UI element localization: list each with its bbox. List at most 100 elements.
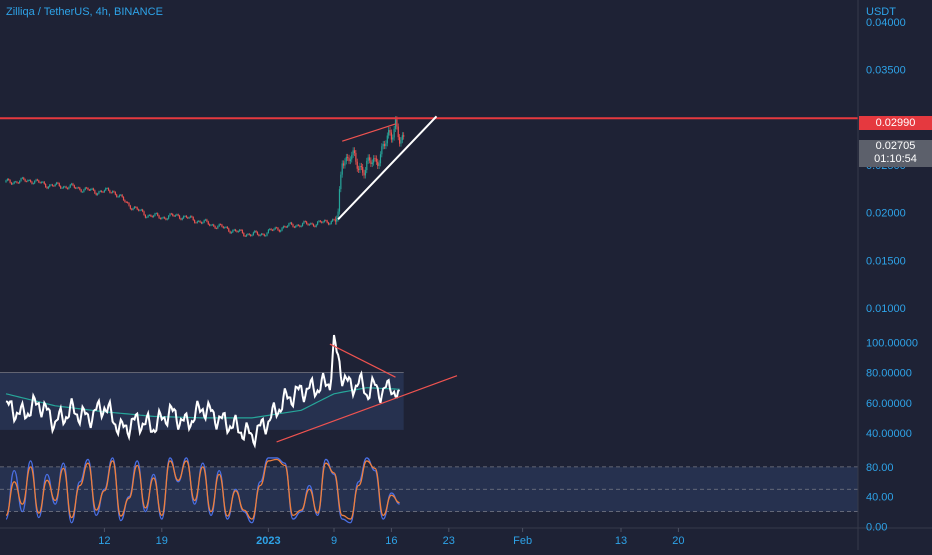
- price-candle-body: [132, 208, 134, 210]
- price-candle-body: [20, 178, 22, 182]
- price-candle-body: [5, 180, 7, 183]
- price-candle-body: [299, 225, 301, 227]
- price-candle-body: [301, 223, 304, 227]
- price-candle-body: [133, 206, 136, 209]
- price-candle-body: [76, 187, 78, 189]
- price-candle-body: [181, 218, 183, 220]
- price-candle-body: [310, 223, 312, 225]
- price-candle-body: [225, 226, 227, 228]
- price-candle-body: [308, 224, 310, 226]
- price-candle-body: [397, 126, 399, 138]
- price-candle-body: [106, 188, 108, 189]
- price-candle-body: [389, 130, 391, 133]
- price-candle-body: [278, 230, 280, 232]
- price-candle-body: [228, 228, 230, 232]
- price-candle-body: [68, 187, 70, 189]
- price-candle-body: [211, 224, 213, 226]
- price-candle-body: [113, 191, 115, 193]
- price-candle-body: [388, 130, 390, 136]
- price-candle-body: [224, 227, 226, 229]
- price-candle-body: [172, 213, 174, 216]
- price-candle-body: [6, 178, 8, 181]
- price-candle-body: [255, 230, 257, 233]
- price-candle-body: [326, 220, 328, 223]
- rsi-tick-label: 40.00000: [866, 428, 912, 440]
- price-candle-body: [140, 209, 142, 211]
- price-candle-body: [42, 181, 44, 183]
- price-candle-body: [360, 165, 362, 168]
- price-candle-body: [39, 182, 41, 184]
- price-candle-body: [112, 191, 114, 193]
- price-candle-body: [353, 150, 356, 154]
- price-candle-body: [366, 160, 368, 171]
- price-candle-body: [266, 232, 268, 236]
- price-candle-body: [188, 217, 190, 219]
- price-candle-body: [49, 184, 51, 187]
- price-candle-body: [222, 226, 224, 228]
- price-candle-body: [146, 217, 148, 218]
- price-candle-body: [9, 179, 11, 183]
- price-candle-body: [103, 190, 105, 193]
- price-candle-body: [96, 193, 99, 195]
- price-candle-body: [333, 219, 335, 221]
- price-candle-body: [386, 135, 388, 144]
- price-candle-body: [381, 146, 383, 155]
- price-candle-body: [189, 216, 192, 218]
- price-candle-body: [147, 215, 149, 218]
- price-candle-body: [173, 215, 175, 217]
- price-candle-body: [285, 226, 287, 228]
- price-candle-body: [122, 196, 125, 201]
- price-candle-body: [46, 187, 48, 189]
- price-candle-body: [217, 226, 219, 229]
- price-candle-body: [362, 167, 364, 173]
- price-candle-body: [325, 220, 327, 222]
- price-candle-body: [383, 143, 386, 147]
- price-candle-body: [232, 230, 234, 233]
- price-candle-body: [209, 224, 211, 226]
- rsi-pane[interactable]: [0, 334, 458, 449]
- price-candle-body: [14, 181, 17, 183]
- price-candle-body: [135, 206, 137, 208]
- price-candle-body: [244, 235, 246, 237]
- stoch-pane[interactable]: [0, 457, 858, 524]
- price-candle-body: [311, 223, 313, 225]
- price-candle-body: [392, 137, 394, 140]
- price-candle-body: [34, 181, 36, 184]
- price-candle-body: [102, 191, 104, 193]
- price-candle-body: [38, 180, 40, 183]
- last-price-tag: 0.02705 01:10:54: [859, 140, 932, 167]
- price-candle-body: [327, 222, 330, 225]
- price-candle-body: [13, 181, 15, 184]
- price-candle-body: [236, 230, 238, 233]
- price-pane[interactable]: [0, 115, 858, 237]
- price-candle-body: [368, 157, 371, 161]
- price-candle-body: [139, 210, 141, 211]
- price-candle-body: [323, 220, 326, 222]
- price-candle-body: [98, 191, 100, 194]
- price-candle-body: [292, 224, 294, 227]
- price-candle-body: [10, 182, 13, 185]
- price-candle-body: [148, 214, 151, 216]
- price-candle-body: [286, 225, 289, 228]
- price-candle-body: [288, 223, 290, 226]
- price-candle-body: [342, 163, 345, 166]
- price-candle-body: [64, 186, 66, 188]
- time-tick-label: 12: [98, 535, 110, 547]
- price-candle-body: [401, 135, 403, 141]
- price-candle-body: [291, 222, 293, 225]
- price-candles: [5, 116, 405, 237]
- price-candle-body: [154, 213, 156, 216]
- price-candle-body: [178, 215, 181, 219]
- price-candle-body: [271, 229, 274, 231]
- price-candle-body: [16, 181, 18, 183]
- price-candle-body: [297, 224, 300, 226]
- price-candle-body: [307, 223, 309, 226]
- price-candle-body: [109, 190, 111, 193]
- price-candle-body: [259, 234, 261, 236]
- price-candle-body: [229, 231, 231, 234]
- price-candle-body: [250, 234, 252, 236]
- price-candle-body: [105, 188, 107, 191]
- price-candle-body: [390, 132, 392, 140]
